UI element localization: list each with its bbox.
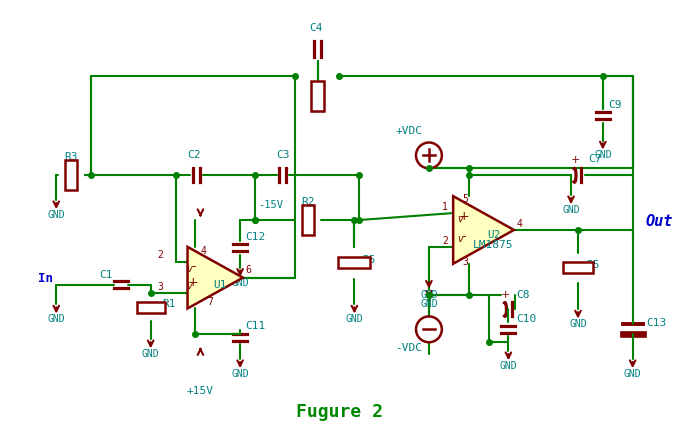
Text: 2: 2 <box>158 250 164 260</box>
Text: C8: C8 <box>516 290 530 299</box>
Text: U1: U1 <box>214 279 227 290</box>
Text: C10: C10 <box>516 314 537 324</box>
Text: v: v <box>186 264 192 274</box>
Text: -VDC: -VDC <box>396 343 422 353</box>
Bar <box>65 160 77 190</box>
Text: C1: C1 <box>99 270 113 279</box>
Bar <box>563 262 593 273</box>
Text: +VDC: +VDC <box>396 125 422 136</box>
Text: 7: 7 <box>207 297 214 307</box>
Text: GND: GND <box>569 320 587 329</box>
Text: C7: C7 <box>588 154 601 164</box>
Bar <box>302 205 313 235</box>
Text: +: + <box>188 275 199 289</box>
Text: +: + <box>458 210 469 223</box>
Text: GND: GND <box>420 290 438 299</box>
Text: R5: R5 <box>586 260 600 270</box>
Text: GND: GND <box>562 205 580 215</box>
Text: R1: R1 <box>163 299 176 309</box>
Text: 5: 5 <box>463 194 469 204</box>
Text: C11: C11 <box>245 321 265 332</box>
Text: U2: U2 <box>487 230 500 240</box>
Text: GND: GND <box>500 361 517 371</box>
Text: C9: C9 <box>608 100 622 110</box>
Text: GND: GND <box>142 349 160 359</box>
Text: +: + <box>571 155 579 166</box>
Text: GND: GND <box>48 210 65 220</box>
Circle shape <box>416 316 442 342</box>
Text: Out: Out <box>645 214 673 229</box>
Bar <box>311 81 324 111</box>
Text: 2: 2 <box>442 236 448 246</box>
Text: v: v <box>186 281 192 291</box>
Text: R4: R4 <box>311 105 324 115</box>
Text: GND: GND <box>594 150 611 160</box>
Polygon shape <box>188 247 243 308</box>
Text: R3: R3 <box>65 152 78 162</box>
Circle shape <box>416 142 442 168</box>
Text: 4: 4 <box>517 219 523 229</box>
Text: GND: GND <box>624 369 641 379</box>
Text: R2: R2 <box>301 197 314 207</box>
Text: In: In <box>38 271 53 285</box>
Text: v: v <box>457 234 462 244</box>
Text: 6: 6 <box>245 265 251 275</box>
Text: C2: C2 <box>188 150 201 160</box>
Text: C3: C3 <box>276 150 290 160</box>
Text: C13: C13 <box>647 318 667 328</box>
Text: -15V: -15V <box>258 200 283 210</box>
Text: GND: GND <box>231 278 249 287</box>
Bar <box>339 257 371 268</box>
Text: -: - <box>462 230 466 243</box>
Text: 1: 1 <box>442 202 448 212</box>
Text: GND: GND <box>345 314 363 324</box>
Text: C12: C12 <box>245 232 265 242</box>
Text: GND: GND <box>231 369 249 379</box>
Text: LM1875: LM1875 <box>473 240 514 250</box>
Text: Fugure 2: Fugure 2 <box>296 403 383 421</box>
Text: 3: 3 <box>158 282 164 291</box>
Text: GND: GND <box>420 299 438 309</box>
Text: C4: C4 <box>309 23 322 33</box>
Polygon shape <box>453 196 514 264</box>
Text: 4: 4 <box>201 246 206 256</box>
Text: GND: GND <box>48 314 65 324</box>
Text: R5: R5 <box>362 255 376 265</box>
Text: v: v <box>457 214 462 224</box>
Bar <box>137 302 165 313</box>
Text: +: + <box>500 290 510 299</box>
Text: 3: 3 <box>463 257 469 267</box>
Text: +15V: +15V <box>187 386 214 396</box>
Text: -: - <box>191 260 196 273</box>
